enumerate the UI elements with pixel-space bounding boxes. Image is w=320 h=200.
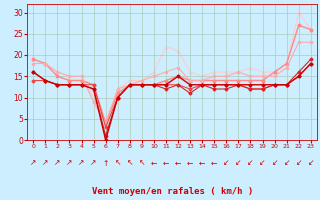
Text: Vent moyen/en rafales ( km/h ): Vent moyen/en rafales ( km/h ) (92, 187, 253, 196)
Text: ↗: ↗ (78, 158, 85, 168)
Text: ↗: ↗ (90, 158, 97, 168)
Text: ←: ← (175, 158, 181, 168)
Text: ↖: ↖ (115, 158, 121, 168)
Text: ↖: ↖ (139, 158, 145, 168)
Text: ↙: ↙ (308, 158, 314, 168)
Text: ↙: ↙ (259, 158, 266, 168)
Text: ↗: ↗ (66, 158, 73, 168)
Text: ↙: ↙ (284, 158, 290, 168)
Text: ↙: ↙ (247, 158, 254, 168)
Text: ↙: ↙ (271, 158, 278, 168)
Text: ↗: ↗ (30, 158, 36, 168)
Text: ↖: ↖ (127, 158, 133, 168)
Text: ←: ← (199, 158, 205, 168)
Text: ←: ← (151, 158, 157, 168)
Text: ←: ← (163, 158, 169, 168)
Text: ↗: ↗ (54, 158, 60, 168)
Text: ↑: ↑ (102, 158, 109, 168)
Text: ↗: ↗ (42, 158, 49, 168)
Text: ↙: ↙ (223, 158, 229, 168)
Text: ↙: ↙ (295, 158, 302, 168)
Text: ↙: ↙ (235, 158, 242, 168)
Text: ←: ← (187, 158, 193, 168)
Text: ←: ← (211, 158, 217, 168)
